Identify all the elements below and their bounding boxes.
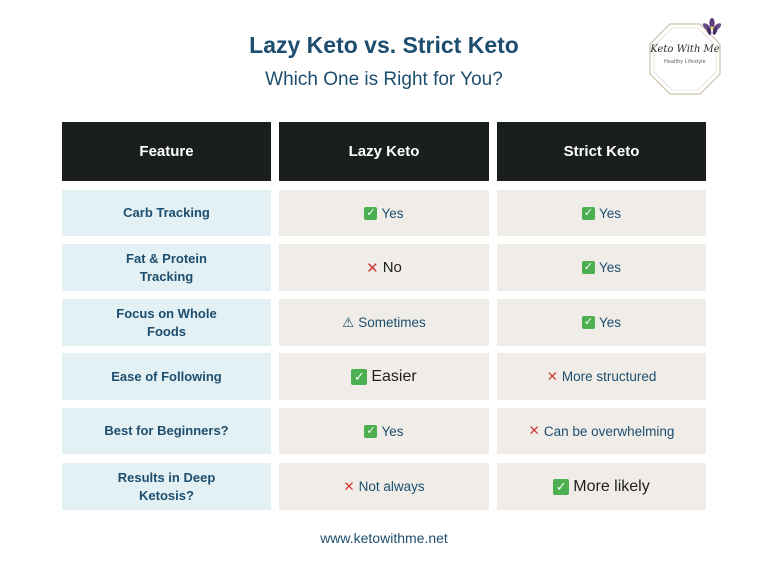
logo-name: Keto With Me bbox=[650, 44, 720, 55]
feature-cell: Focus on Whole Foods bbox=[62, 299, 271, 346]
feature-cell: Fat & Protein Tracking bbox=[62, 244, 271, 291]
cross-icon: ✕ bbox=[343, 478, 355, 494]
strict-keto-value: More structured bbox=[561, 369, 657, 384]
strict-keto-cell: ✓ More likely bbox=[497, 463, 706, 510]
strict-keto-cell: ✓ Yes bbox=[497, 244, 706, 291]
feature-cell: Best for Beginners? bbox=[62, 408, 271, 454]
logo-tagline: Healthy Lifestyle bbox=[664, 59, 706, 65]
check-icon: ✓ bbox=[581, 206, 595, 220]
cross-icon: ✕ bbox=[366, 259, 379, 277]
lazy-keto-value: Easier bbox=[371, 367, 417, 385]
check-icon: ✓ bbox=[581, 261, 595, 274]
feature-cell: Ease of Following bbox=[62, 353, 271, 400]
strict-keto-value: Yes bbox=[598, 205, 622, 221]
lazy-keto-cell: ✕ No bbox=[279, 244, 489, 291]
strict-keto-value: More likely bbox=[573, 477, 650, 495]
lazy-keto-value: No bbox=[382, 259, 402, 276]
check-icon: ✓ bbox=[364, 206, 378, 220]
flower-icon bbox=[702, 18, 722, 35]
column-header-1: Lazy Keto bbox=[279, 122, 489, 181]
lazy-keto-value: Yes bbox=[381, 205, 404, 221]
check-icon: ✓ bbox=[364, 424, 378, 438]
warning-icon: ⚠ bbox=[342, 314, 355, 330]
lazy-keto-cell: ✓ Yes bbox=[279, 408, 489, 454]
feature-cell: Carb Tracking bbox=[62, 190, 271, 236]
strict-keto-cell: ✓ Yes bbox=[497, 299, 706, 346]
lazy-keto-cell: ✓ Easier bbox=[279, 353, 489, 400]
page-subtitle: Which One is Right for You? bbox=[265, 69, 503, 90]
strict-keto-value: Yes bbox=[598, 260, 622, 275]
cross-icon: ✕ bbox=[546, 368, 558, 384]
lazy-keto-cell: ✓ Yes bbox=[279, 190, 489, 236]
strict-keto-cell: ✕ Can be overwhelming bbox=[497, 408, 706, 454]
check-icon: ✓ bbox=[581, 316, 595, 329]
lazy-keto-value: Yes bbox=[381, 423, 404, 439]
strict-keto-cell: ✓ Yes bbox=[497, 190, 706, 236]
column-header-2: Strict Keto bbox=[497, 122, 706, 181]
strict-keto-cell: ✕ More structured bbox=[497, 353, 706, 400]
cross-icon: ✕ bbox=[528, 423, 540, 438]
octagon-frame-icon bbox=[649, 23, 721, 95]
strict-keto-value: Can be overwhelming bbox=[543, 423, 675, 439]
footer-url[interactable]: www.ketowithme.net bbox=[320, 530, 448, 546]
check-icon: ✓ bbox=[553, 478, 570, 495]
check-icon: ✓ bbox=[351, 368, 368, 385]
column-header-0: Feature bbox=[62, 122, 271, 181]
page-title: Lazy Keto vs. Strict Keto bbox=[249, 32, 519, 58]
feature-cell: Results in Deep Ketosis? bbox=[62, 463, 271, 510]
brand-logo: Keto With Me Healthy Lifestyle bbox=[648, 18, 722, 96]
strict-keto-value: Yes bbox=[598, 315, 622, 330]
lazy-keto-cell: ⚠ Sometimes bbox=[279, 299, 489, 346]
lazy-keto-cell: ✕ Not always bbox=[279, 463, 489, 510]
lazy-keto-value: Not always bbox=[358, 479, 425, 494]
lazy-keto-value: Sometimes bbox=[358, 315, 426, 330]
